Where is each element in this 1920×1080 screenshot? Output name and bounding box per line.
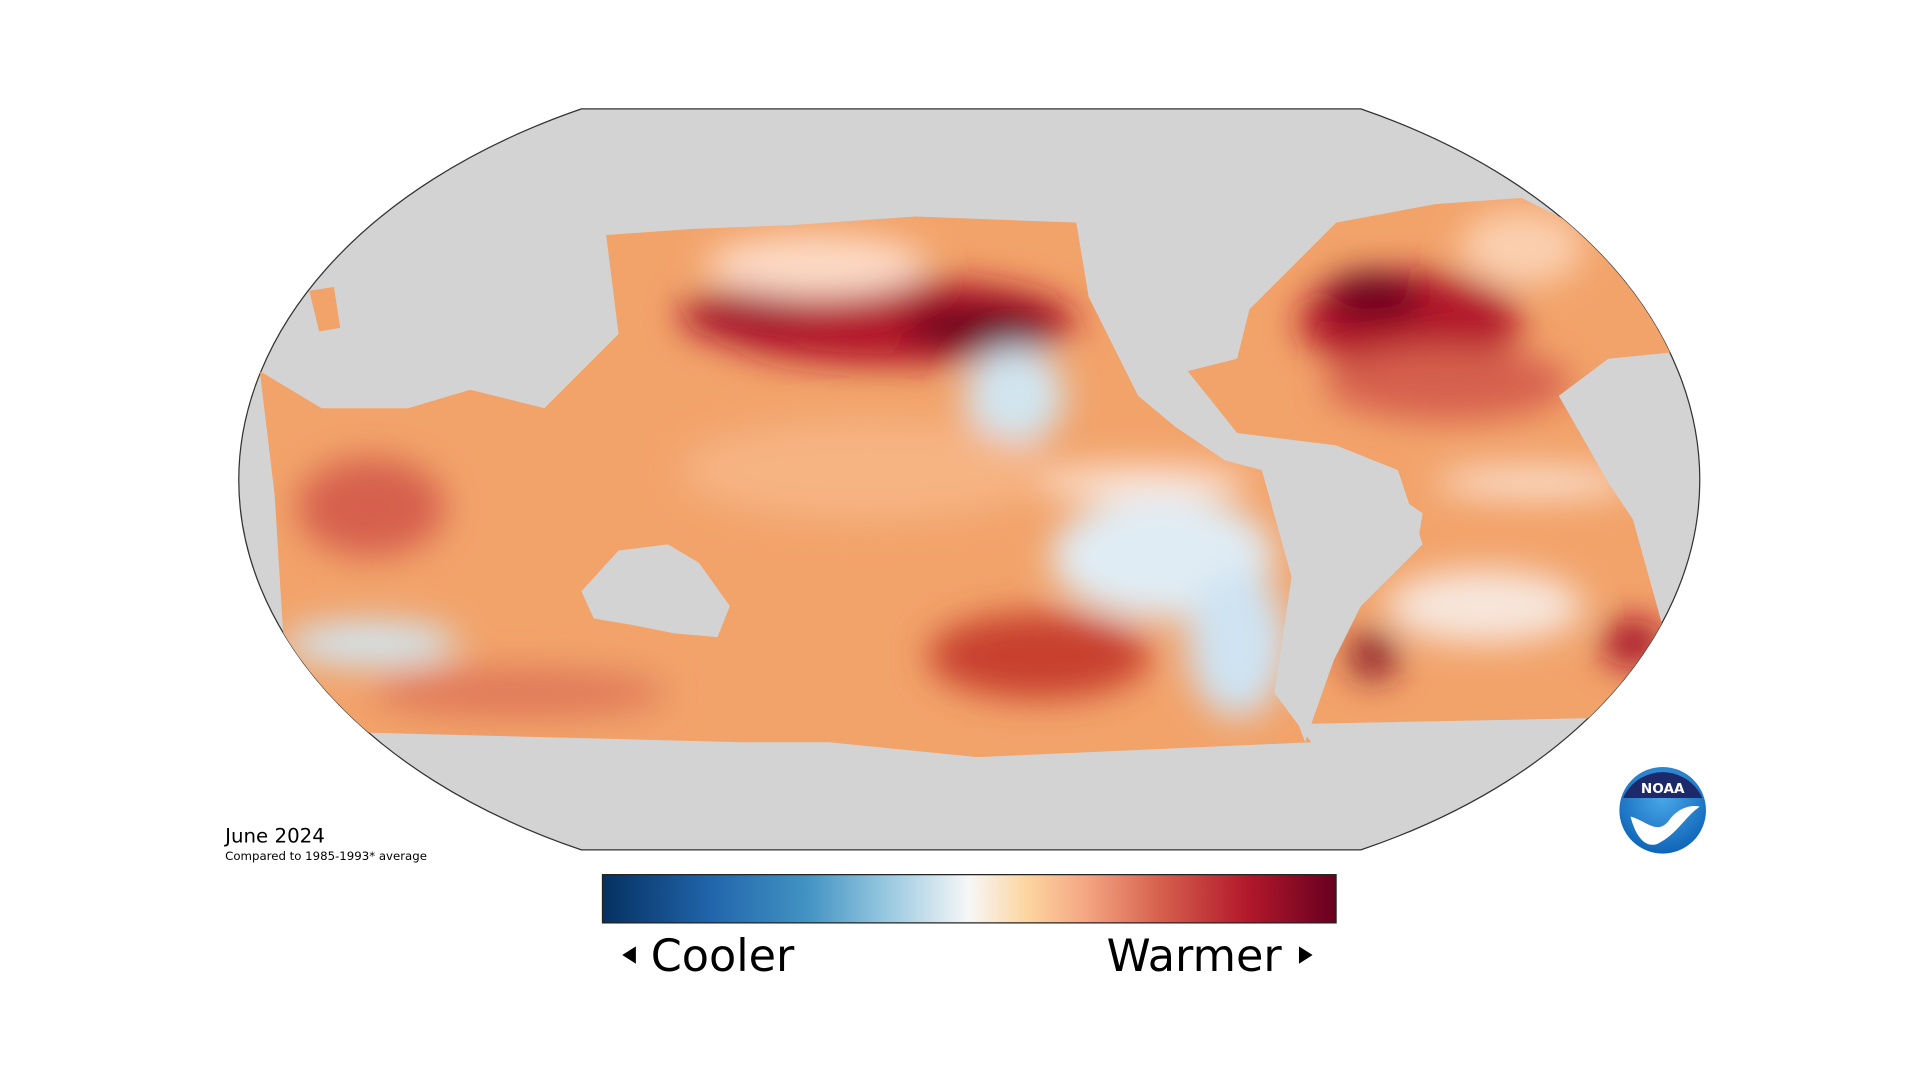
legend-low: Cooler [651,930,795,982]
cooler-arrow [622,946,636,964]
ocean-anomaly [259,197,1671,758]
colorbar [601,874,1337,924]
map-subtitle: Compared to 1985-1993* average [225,849,427,863]
central-america [1138,371,1262,471]
map-date: June 2024 [223,824,325,847]
australia [581,544,730,638]
south-america [1261,455,1423,743]
warmer-arrow [1298,946,1313,964]
logo-text: NOAA [1641,781,1685,797]
legend-high: Warmer [1107,930,1283,982]
noaa-logo: NOAA [1619,767,1706,854]
